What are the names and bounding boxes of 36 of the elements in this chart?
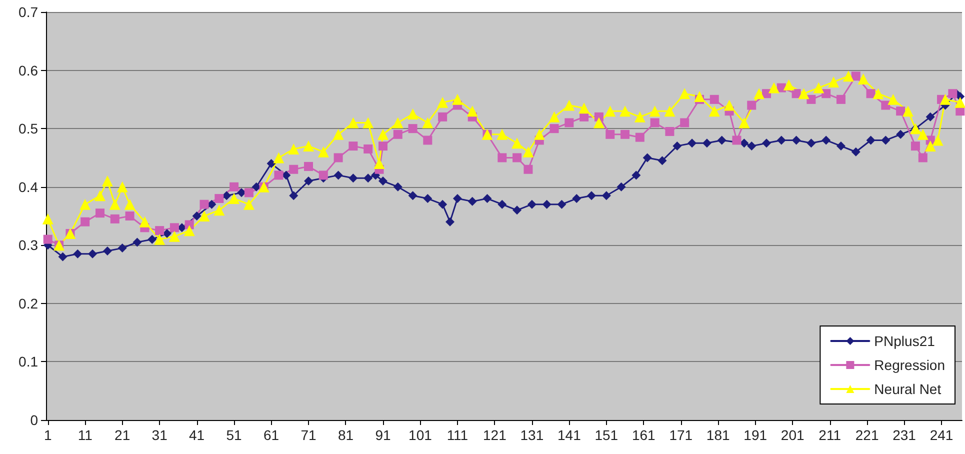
x-tick-label: 111 bbox=[446, 427, 468, 443]
x-tick-label: 171 bbox=[669, 427, 693, 443]
x-tick-label: 51 bbox=[226, 427, 242, 443]
x-tick-label: 31 bbox=[152, 427, 168, 443]
y-tick-label: 0.4 bbox=[18, 178, 38, 195]
x-tick-label: 201 bbox=[780, 427, 804, 443]
y-tick-label: 0.7 bbox=[18, 4, 38, 20]
x-tick-label: 61 bbox=[263, 427, 280, 443]
x-tick-label: 21 bbox=[114, 427, 130, 443]
y-tick-label: 0.5 bbox=[18, 120, 38, 137]
x-tick-label: 71 bbox=[300, 427, 317, 443]
x-tick-label: 41 bbox=[189, 427, 205, 443]
x-tick-label: 91 bbox=[375, 427, 391, 443]
x-tick-label: 1 bbox=[44, 427, 52, 443]
legend-label: PNplus21 bbox=[874, 333, 936, 349]
y-tick-label: 0.6 bbox=[18, 62, 38, 78]
x-tick-label: 141 bbox=[557, 427, 582, 443]
x-tick-label: 81 bbox=[338, 427, 354, 443]
x-tick-label: 131 bbox=[520, 427, 544, 443]
y-tick-label: 0.1 bbox=[18, 354, 38, 370]
legend-label: Regression bbox=[874, 357, 946, 373]
y-tick-label: 0.2 bbox=[18, 295, 38, 312]
x-tick-label: 241 bbox=[930, 427, 954, 443]
x-tick-label: 211 bbox=[818, 427, 842, 443]
x-tick-label: 231 bbox=[892, 427, 916, 443]
legend-label: Neural Net bbox=[874, 381, 942, 397]
x-tick-label: 191 bbox=[744, 427, 768, 443]
x-tick-label: 181 bbox=[706, 427, 730, 443]
y-tick-label: 0.3 bbox=[18, 237, 38, 254]
x-tick-label: 101 bbox=[408, 427, 432, 443]
x-tick-label: 221 bbox=[855, 427, 879, 443]
x-tick-label: 151 bbox=[594, 427, 618, 443]
y-tick-label: 0 bbox=[30, 412, 38, 428]
x-tick-label: 11 bbox=[78, 427, 93, 443]
x-tick-label: 121 bbox=[483, 427, 507, 443]
x-tick-label: 161 bbox=[632, 427, 656, 443]
